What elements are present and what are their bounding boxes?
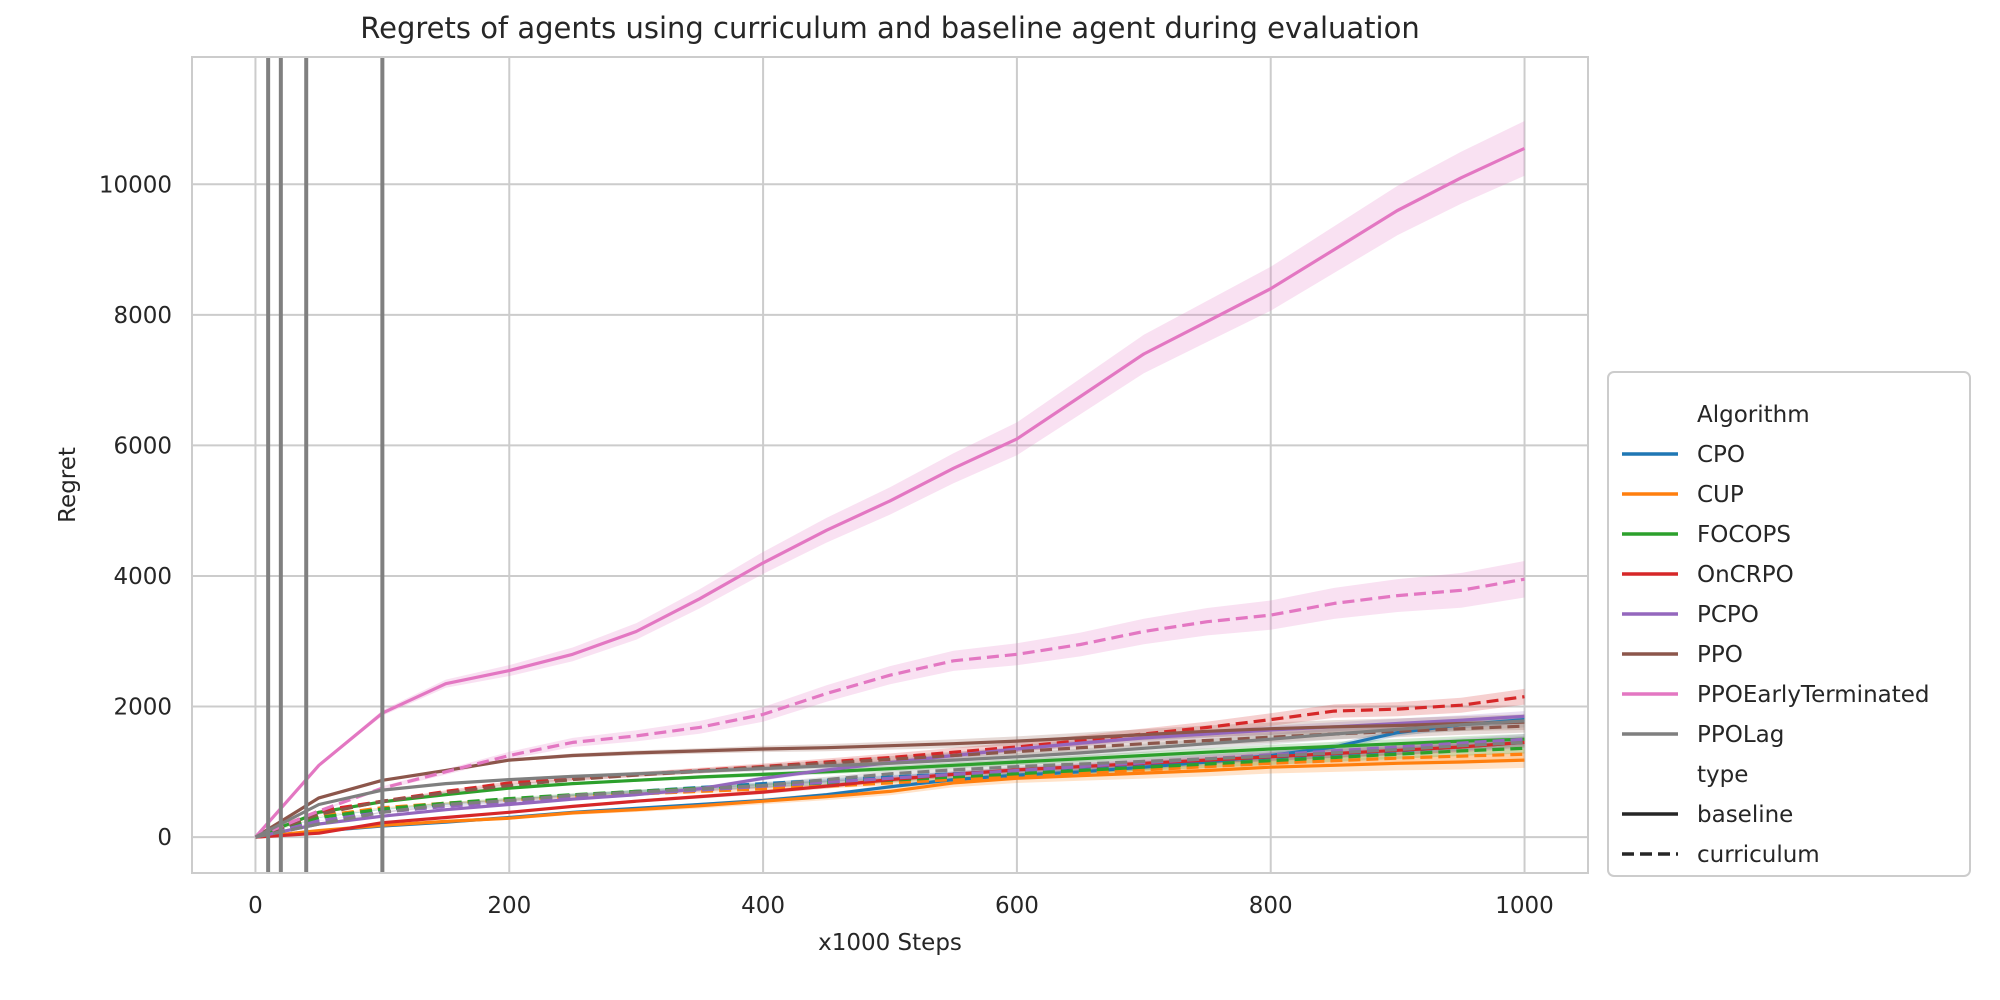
legend-label-oncrpo: OnCRPO bbox=[1697, 562, 1794, 588]
y-tick-label: 2000 bbox=[113, 695, 172, 721]
chart-title: Regrets of agents using curriculum and b… bbox=[360, 11, 1419, 45]
line-pcpo-curriculum bbox=[255, 737, 1525, 839]
line-cup-curriculum bbox=[254, 752, 1525, 839]
x-tick-label: 200 bbox=[487, 893, 531, 919]
legend-label-ppolag: PPOLag bbox=[1697, 722, 1784, 748]
line-focops-baseline bbox=[254, 737, 1525, 839]
line-ppolag-baseline bbox=[254, 719, 1525, 839]
line-oncrpo-curriculum bbox=[254, 695, 1525, 839]
y-tick-label: 0 bbox=[157, 825, 172, 851]
band-ppoearlyterminated-baseline bbox=[255, 121, 1525, 838]
line-ppoearlyterminated-baseline bbox=[254, 146, 1526, 839]
x-tick-label: 800 bbox=[1249, 893, 1293, 919]
legend-label-pcpo: PCPO bbox=[1697, 602, 1759, 628]
y-axis-label: Regret bbox=[55, 447, 81, 523]
x-tick-label: 0 bbox=[248, 893, 263, 919]
legend-label-focops: FOCOPS bbox=[1697, 522, 1791, 548]
legend-header-algorithm: Algorithm bbox=[1697, 402, 1810, 428]
grid bbox=[192, 57, 1588, 873]
y-tick-label: 4000 bbox=[113, 564, 172, 590]
x-tick-label: 600 bbox=[995, 893, 1039, 919]
series-lines bbox=[254, 146, 1526, 839]
y-tick-label: 8000 bbox=[113, 303, 172, 329]
plot-area bbox=[192, 57, 1588, 873]
y-tick-label: 6000 bbox=[113, 433, 172, 459]
y-tick-label: 10000 bbox=[99, 172, 172, 198]
line-ppolag-curriculum bbox=[255, 740, 1525, 839]
x-axis-label: x1000 Steps bbox=[818, 930, 962, 956]
plot-frame bbox=[191, 56, 1589, 874]
line-ppoearlyterminated-curriculum bbox=[254, 577, 1525, 839]
legend-label-cup: CUP bbox=[1697, 482, 1744, 508]
x-tick-label: 400 bbox=[741, 893, 785, 919]
legend-box bbox=[1607, 371, 1971, 877]
vertical-markers bbox=[266, 57, 385, 873]
legend: Algorithm CPO CUP FOCOPS OnCRPO PCPO PPO PPOEar… bbox=[1607, 371, 1971, 877]
legend-header-type: type bbox=[1697, 762, 1748, 788]
line-cup-baseline bbox=[255, 758, 1525, 839]
legend-label-ppo: PPO bbox=[1697, 642, 1743, 668]
x-tick-label: 1000 bbox=[1495, 893, 1554, 919]
band-cup-baseline bbox=[255, 752, 1525, 838]
legend-label-cpo: CPO bbox=[1697, 442, 1745, 468]
legend-label-ppoearlyterminated: PPOEarlyTerminated bbox=[1697, 682, 1930, 708]
legend-label-baseline: baseline bbox=[1697, 802, 1793, 828]
band-ppoearlyterminated-curriculum bbox=[255, 561, 1525, 838]
legend-label-curriculum: curriculum bbox=[1697, 842, 1820, 868]
band-cup-curriculum bbox=[255, 749, 1525, 838]
